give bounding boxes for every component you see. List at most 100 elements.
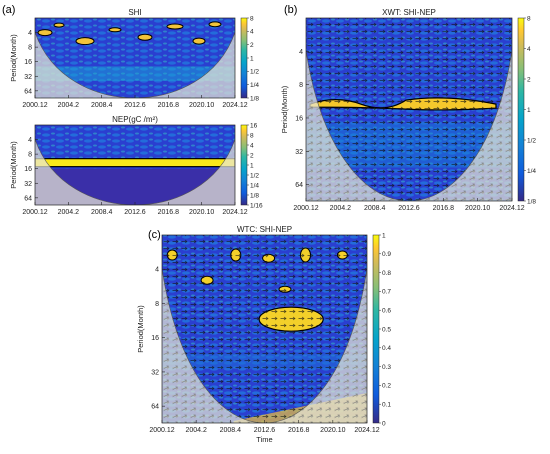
shi-colorbar-tick-label: 4 xyxy=(250,29,254,36)
shi-ylabel: Period(Month) xyxy=(9,34,18,82)
shi-colorbar-tick-label: 2 xyxy=(250,42,254,49)
xwt-colorbar-tick-label: 2 xyxy=(527,76,531,83)
chart-wtc: WTC: SHI-NEP 2000.12 2004.2 2008.4 2012.6 201… xyxy=(136,225,391,444)
nep-coi-edge xyxy=(35,139,235,205)
wtc-colorbar-tick-label: 0.5 xyxy=(382,326,391,333)
xwt-colorbar-tick-label: 8 xyxy=(527,15,531,22)
shi-x-tick-label: 2016.8 xyxy=(158,102,180,109)
xwt-ylabel: Period(Month) xyxy=(280,85,289,133)
shi-y-tick-label: 32 xyxy=(24,74,32,81)
wtc-x-tick-label: 2000.12 xyxy=(149,427,174,434)
wtc-colorbar-tick-label: 0.6 xyxy=(382,308,391,315)
shi-y-tick-label: 8 xyxy=(28,45,32,52)
nep-plot-area xyxy=(35,125,235,205)
xwt-coi-edge xyxy=(306,50,512,201)
nep-x-tick-label: 2024.12 xyxy=(222,209,247,216)
nep-title: NEP(gC /m²) xyxy=(112,115,158,124)
wtc-xlabel: Time xyxy=(256,435,272,444)
wtc-y-tick-label: 16 xyxy=(151,335,159,342)
xwt-plot-area xyxy=(306,18,512,201)
wtc-y-tick-label: 8 xyxy=(155,301,159,308)
shi-plot-area xyxy=(35,18,235,98)
wtc-y-tick-label: 32 xyxy=(151,369,159,376)
shi-colorbar-tick-label: 1/2 xyxy=(250,69,259,76)
shi-colorbar-tick-label: 8 xyxy=(250,15,254,22)
nep-x-tick-label: 2012.6 xyxy=(124,209,146,216)
xwt-y-tick-label: 64 xyxy=(295,182,303,189)
shi-significant-region xyxy=(137,33,153,41)
nep-y-tick-label: 8 xyxy=(28,152,32,159)
xwt-colorbar-tick-label: 1/2 xyxy=(527,137,536,144)
xwt-x-tick-label: 2000.12 xyxy=(293,205,318,212)
nep-y-tick-label: 64 xyxy=(24,195,32,202)
shi-coi-edge xyxy=(35,32,235,98)
wtc-title: WTC: SHI-NEP xyxy=(237,225,292,234)
wtc-ylabel: Period(Month) xyxy=(136,305,145,353)
nep-colorbar xyxy=(240,124,248,206)
xwt-y-tick-label: 16 xyxy=(295,115,303,122)
nep-x-tick-label: 2008.4 xyxy=(91,209,113,216)
xwt-x-tick-label: 2008.4 xyxy=(364,205,386,212)
shi-x-tick-label: 2004.2 xyxy=(58,102,80,109)
panel-label-c: (c) xyxy=(148,229,161,241)
wtc-colorbar-tick-label: 1 xyxy=(382,232,386,239)
xwt-colorbar-tick-label: 1 xyxy=(527,107,531,114)
nep-colorbar-tick-label: 8 xyxy=(250,132,254,139)
xwt-colorbar-tick-label: 4 xyxy=(527,46,531,53)
wtc-x-tick-label: 2012.6 xyxy=(254,427,276,434)
shi-colorbar-tick-label: 1 xyxy=(250,55,254,62)
shi-significant-region xyxy=(208,21,222,28)
nep-colorbar-tick-label: 1 xyxy=(250,162,254,169)
shi-x-tick-label: 2020.10 xyxy=(189,102,214,109)
panel-label-a: (a) xyxy=(2,4,15,16)
wtc-x-tick-label: 2004.2 xyxy=(185,427,207,434)
nep-cone-of-influence xyxy=(35,139,235,205)
shi-significant-region xyxy=(108,27,122,33)
wtc-colorbar-tick-label: 0.1 xyxy=(382,402,391,409)
nep-colorbar-tick-label: 16 xyxy=(250,122,258,129)
shi-colorbar xyxy=(240,17,248,99)
chart-shi: SHI 2000.12 2004.2 2008.4 2012.6 2016.8 2020.1… xyxy=(9,8,259,109)
xwt-colorbar-tick-label: 1/8 xyxy=(527,198,536,205)
nep-colorbar-tick-label: 1/16 xyxy=(250,202,263,209)
xwt-colorbar xyxy=(517,17,525,202)
wtc-colorbar-tick-label: 0.4 xyxy=(382,345,391,352)
shi-y-tick-label: 4 xyxy=(28,30,32,37)
xwt-x-tick-label: 2016.8 xyxy=(433,205,455,212)
panel-label-b: (b) xyxy=(284,4,297,16)
shi-cone-of-influence xyxy=(35,32,235,98)
xwt-coi-arrows xyxy=(306,50,512,201)
xwt-y-tick-label: 32 xyxy=(295,149,303,156)
nep-colorbar-tick-label: 4 xyxy=(250,142,254,149)
shi-colorbar-tick-label: 1/8 xyxy=(250,95,259,102)
shi-colorbar-tick-label: 1/4 xyxy=(250,82,259,89)
wtc-plot-area xyxy=(162,235,367,423)
nep-ylabel: Period(Month) xyxy=(9,141,18,189)
shi-y-tick-label: 64 xyxy=(24,88,32,95)
wtc-y-tick-label: 64 xyxy=(151,404,159,411)
xwt-y-tick-label: 4 xyxy=(299,49,303,56)
xwt-x-tick-label: 2012.6 xyxy=(398,205,420,212)
wtc-colorbar-tick-label: 0.7 xyxy=(382,289,391,296)
shi-title: SHI xyxy=(128,8,141,17)
shi-x-tick-label: 2008.4 xyxy=(91,102,113,109)
nep-x-tick-label: 2020.10 xyxy=(189,209,214,216)
shi-significant-region xyxy=(166,23,184,30)
shi-significant-region xyxy=(37,29,53,37)
shi-y-tick-label: 16 xyxy=(24,59,32,66)
wtc-coi-edge xyxy=(162,268,367,423)
wtc-colorbar-tick-label: 0.3 xyxy=(382,364,391,371)
nep-colorbar-tick-label: 1/8 xyxy=(250,192,259,199)
xwt-colorbar-tick-label: 1/4 xyxy=(527,168,536,175)
xwt-x-tick-label: 2024.12 xyxy=(499,205,524,212)
xwt-y-tick-label: 8 xyxy=(299,82,303,89)
nep-x-tick-label: 2016.8 xyxy=(158,209,180,216)
xwt-x-tick-label: 2020.10 xyxy=(465,205,490,212)
nep-x-tick-label: 2000.12 xyxy=(22,209,47,216)
nep-colorbar-tick-label: 1/2 xyxy=(250,172,259,179)
nep-colorbar-tick-label: 1/4 xyxy=(250,182,259,189)
shi-x-tick-label: 2000.12 xyxy=(22,102,47,109)
shi-x-tick-label: 2024.12 xyxy=(222,102,247,109)
chart-nep: NEP(gC /m²) 2000.12 2004.2 2008.4 2012.6 2016… xyxy=(9,115,263,216)
shi-low-freq-band xyxy=(35,66,235,81)
